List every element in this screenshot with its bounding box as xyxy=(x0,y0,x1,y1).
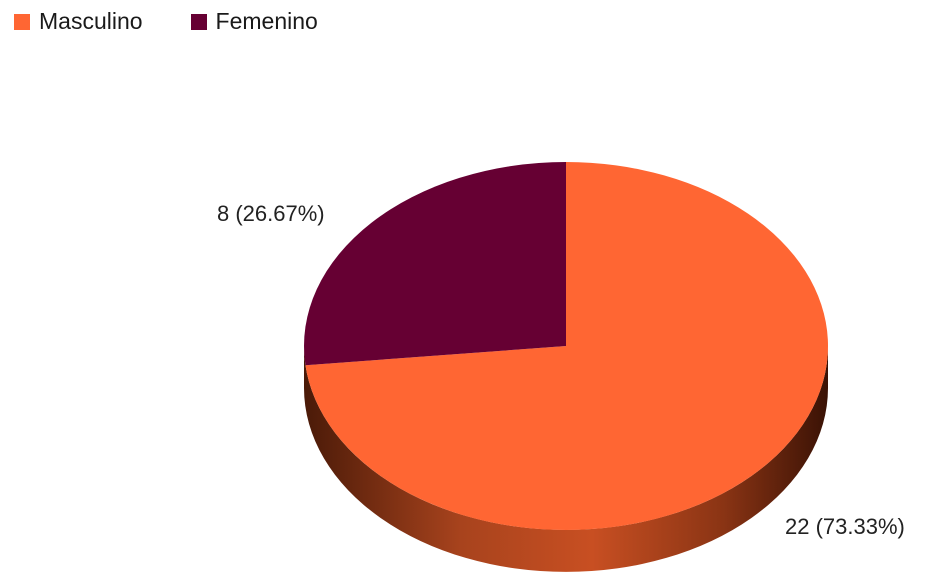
legend-item-femenino[interactable]: Femenino xyxy=(190,8,318,35)
legend-swatch-femenino xyxy=(190,13,207,30)
chart-legend: Masculino Femenino xyxy=(14,8,366,35)
legend-label-masculino: Masculino xyxy=(39,8,143,34)
legend-swatch-masculino xyxy=(14,13,30,30)
slice-label-femenino: 8 (26.67%) xyxy=(217,201,325,226)
legend-label-femenino: Femenino xyxy=(215,8,318,34)
pie-side xyxy=(304,346,828,572)
slice-label-masculino: 22 (73.33%) xyxy=(785,514,905,539)
legend-item-masculino[interactable]: Masculino xyxy=(14,8,143,35)
pie-slice-femenino[interactable] xyxy=(304,162,566,366)
pie-slice-masculino[interactable] xyxy=(305,162,829,530)
pie-group xyxy=(304,162,829,572)
